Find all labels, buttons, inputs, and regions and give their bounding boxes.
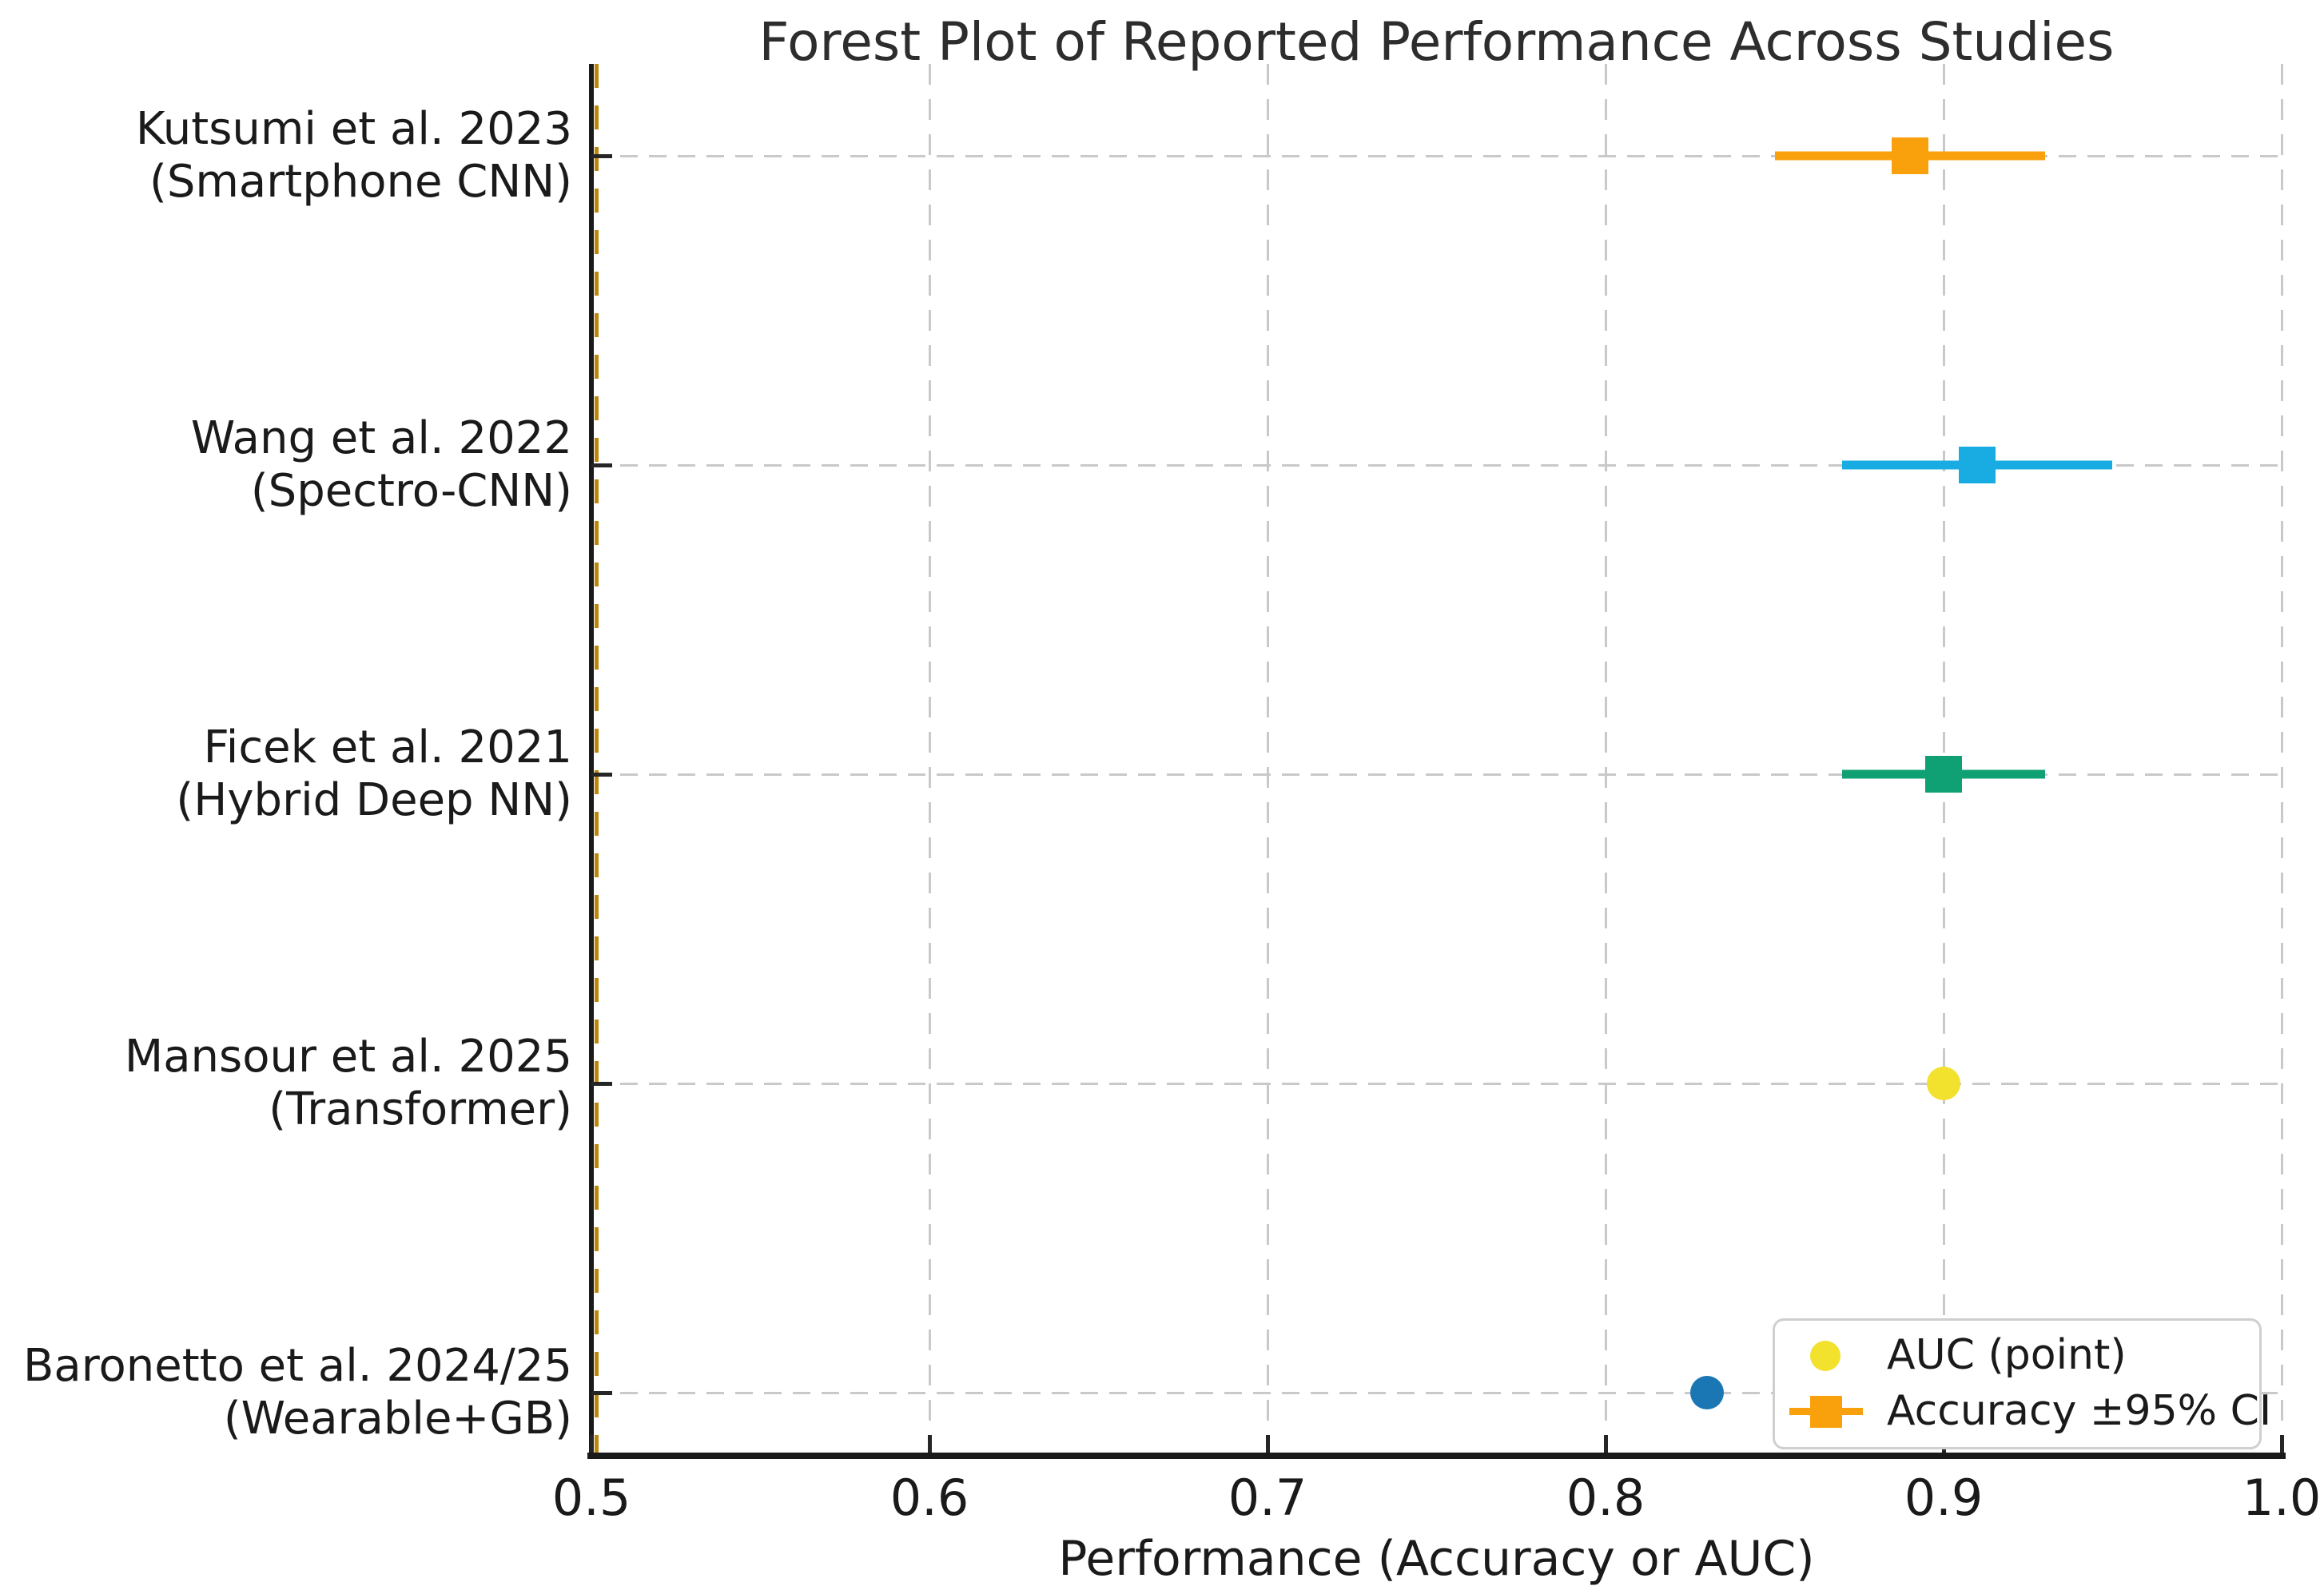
x-tick-mark — [2279, 1435, 2284, 1453]
y-axis-spine — [589, 64, 594, 1459]
accuracy-marker — [1959, 447, 1996, 483]
study-label: Ficek et al. 2021 (Hybrid Deep NN) — [176, 721, 572, 826]
horizontal-gridline — [591, 1082, 2282, 1085]
x-axis-spine — [587, 1453, 2286, 1459]
auc-point-icon — [1810, 1341, 1840, 1371]
study-label: Wang et al. 2022 (Spectro-CNN) — [190, 412, 572, 517]
legend-item-accuracy-ci: Accuracy ±95% CI — [1775, 1383, 2271, 1439]
y-tick-mark — [591, 1081, 612, 1086]
y-tick-mark — [591, 153, 612, 158]
y-tick-mark — [591, 463, 612, 467]
x-tick-label: 1.0 — [2242, 1469, 2322, 1527]
study-label: Mansour et al. 2025 (Transformer) — [124, 1031, 572, 1135]
horizontal-gridline — [591, 1391, 2282, 1394]
y-tick-mark — [591, 1390, 612, 1395]
legend-item-auc: AUC (point) — [1775, 1327, 2259, 1383]
x-tick-mark — [1603, 1435, 1608, 1453]
legend-label-accuracy-ci: Accuracy ±95% CI — [1887, 1387, 2272, 1435]
x-tick-mark — [1265, 1435, 1270, 1453]
vertical-gridline — [1266, 64, 1269, 1456]
x-tick-mark — [589, 1435, 594, 1453]
legend: AUC (point) Accuracy ±95% CI — [1773, 1318, 2271, 1449]
study-label: Kutsumi et al. 2023 (Smartphone CNN) — [135, 103, 572, 208]
vertical-gridline — [1604, 64, 1607, 1456]
legend-label-auc: AUC (point) — [1887, 1331, 2127, 1379]
x-tick-mark — [927, 1435, 932, 1453]
y-tick-mark — [591, 772, 612, 777]
auc-marker — [1927, 1067, 1960, 1100]
x-tick-label: 0.9 — [1904, 1469, 1984, 1527]
horizontal-gridline — [591, 154, 2282, 157]
accuracy-ci-icon — [1789, 1383, 1863, 1439]
x-axis-title: Performance (Accuracy or AUC) — [1058, 1531, 1815, 1587]
accuracy-marker — [1891, 137, 1928, 174]
vertical-gridline — [2280, 64, 2283, 1456]
horizontal-gridline — [591, 773, 2282, 776]
x-tick-label: 0.5 — [551, 1469, 631, 1527]
reference-line-0_5 — [595, 64, 599, 1456]
x-tick-label: 0.8 — [1566, 1469, 1646, 1527]
vertical-gridline — [928, 64, 931, 1456]
accuracy-marker — [1925, 756, 1962, 793]
x-tick-label: 0.7 — [1228, 1469, 1307, 1527]
x-tick-label: 0.6 — [889, 1469, 969, 1527]
auc-marker — [1689, 1376, 1724, 1409]
chart-title: Forest Plot of Reported Performance Acro… — [758, 11, 2115, 73]
horizontal-gridline — [591, 463, 2282, 467]
study-label: Baronetto et al. 2024/25 (Wearable+GB) — [22, 1340, 572, 1445]
